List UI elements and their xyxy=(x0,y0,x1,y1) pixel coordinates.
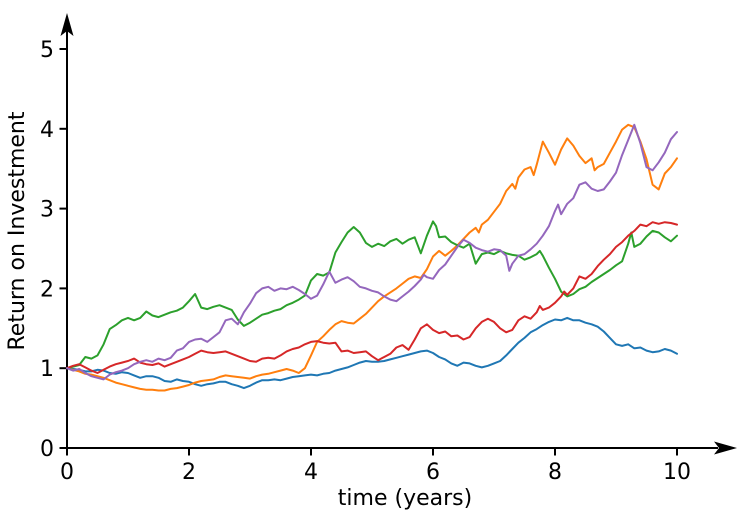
x-tick-label: 8 xyxy=(548,460,562,485)
series-green-line xyxy=(66,220,678,370)
y-tick-label: 3 xyxy=(40,198,54,223)
y-axis-arrowhead-icon xyxy=(60,13,74,36)
y-tick-label: 0 xyxy=(40,437,54,462)
series-lines xyxy=(66,123,678,392)
x-tick-label: 6 xyxy=(426,460,440,485)
series-blue-line xyxy=(66,316,678,390)
y-tick-label: 2 xyxy=(40,277,54,302)
series-orange-line xyxy=(66,123,678,392)
y-tick-label: 5 xyxy=(40,38,54,63)
y-tick-label: 1 xyxy=(40,357,54,382)
x-axis-arrowhead-icon xyxy=(714,441,737,455)
series-red-line xyxy=(66,221,678,374)
x-axis-label: time (years) xyxy=(338,486,472,511)
x-tick-label: 2 xyxy=(182,460,196,485)
x-tick-label: 10 xyxy=(663,460,691,485)
series-purple-line xyxy=(66,123,678,381)
x-ticks: 0 2 4 6 8 10 xyxy=(60,448,691,485)
y-axis-label: Return on Investment xyxy=(5,111,30,350)
x-tick-label: 4 xyxy=(304,460,318,485)
x-tick-label: 0 xyxy=(60,460,74,485)
y-tick-label: 4 xyxy=(40,118,54,143)
axes xyxy=(60,13,737,455)
y-ticks: 0 1 2 3 4 5 xyxy=(40,38,67,462)
